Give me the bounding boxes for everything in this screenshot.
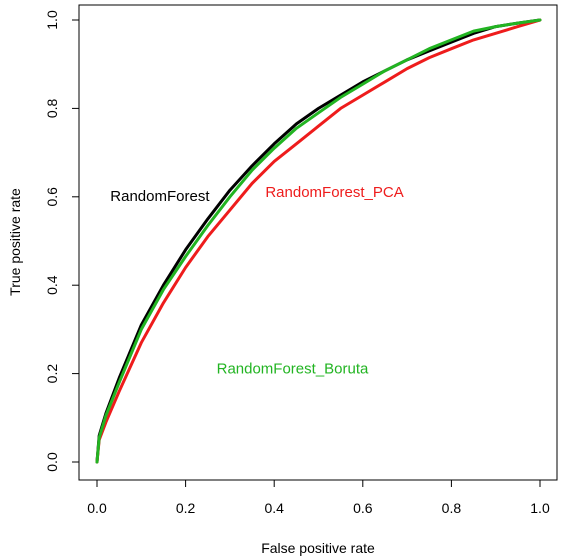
y-tick-label: 0.6 bbox=[44, 187, 60, 207]
x-axis-title: False positive rate bbox=[261, 540, 375, 556]
y-tick-label: 1.0 bbox=[44, 10, 60, 30]
x-tick-label: 0.4 bbox=[264, 500, 284, 516]
series-label-randomforest-boruta: RandomForest_Boruta bbox=[217, 361, 369, 378]
x-tick-label: 0.6 bbox=[353, 500, 373, 516]
x-tick-label: 1.0 bbox=[530, 500, 550, 516]
y-tick-label: 0.2 bbox=[44, 364, 60, 384]
series-labels: RandomForest RandomForest_PCA RandomForest… bbox=[110, 184, 403, 378]
series-line-randomforest bbox=[95, 18, 542, 464]
y-tick-label: 0.0 bbox=[44, 452, 60, 472]
y-tick-label: 0.8 bbox=[44, 98, 60, 118]
x-tick-label: 0.2 bbox=[176, 500, 196, 516]
x-tick-label: 0.8 bbox=[442, 500, 462, 516]
series-line-randomforest-pca bbox=[95, 18, 542, 464]
series-line-randomforest-boruta bbox=[95, 18, 542, 464]
series-layer bbox=[95, 18, 542, 464]
x-tick-label: 0.0 bbox=[87, 500, 107, 516]
y-axis-title: True positive rate bbox=[7, 188, 23, 296]
series-label-randomforest: RandomForest bbox=[110, 188, 210, 205]
y-tick-label: 0.4 bbox=[44, 275, 60, 295]
x-axis: 0.0 0.2 0.4 0.6 0.8 1.0 bbox=[87, 479, 550, 516]
series-label-randomforest-pca: RandomForest_PCA bbox=[265, 184, 403, 201]
y-axis: 0.0 0.2 0.4 0.6 0.8 1.0 bbox=[44, 10, 80, 472]
